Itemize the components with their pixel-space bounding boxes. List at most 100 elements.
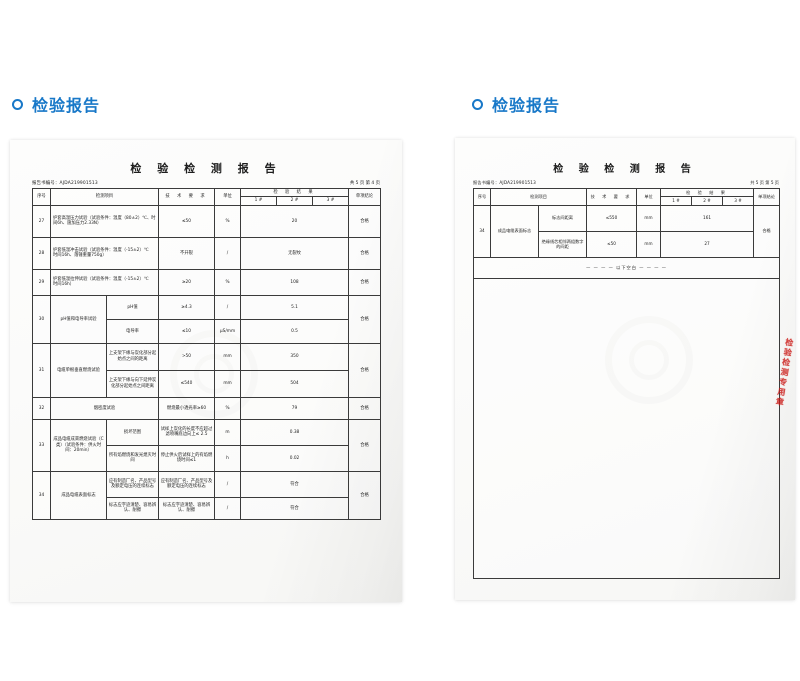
table-row: 34 成品电缆表面标志 应有制造厂名、产品型号及额定电压的连续标志 应有制造厂名… xyxy=(32,470,382,520)
cell-subitem: 上支架下缘与向下延伸炭化部分起始点之间距离 xyxy=(106,369,159,398)
section-title: 检验报告 xyxy=(32,96,101,115)
cell-conclusion: 合格 xyxy=(348,342,382,398)
col-result-1: 1 # xyxy=(240,196,277,206)
cell-seq: 30 xyxy=(32,294,51,344)
cell-requirement: ≥20 xyxy=(158,268,215,296)
cell-unit: / xyxy=(214,294,241,320)
cell-unit: mm xyxy=(636,204,662,232)
section-title: 检验报告 xyxy=(492,96,561,115)
cell-item: pH值和电导率试验 xyxy=(50,294,107,344)
col-requirement: 技 术 要 求 xyxy=(158,188,215,206)
cell-seq: 34 xyxy=(473,204,491,258)
cell-unit: μS/mm xyxy=(214,318,241,344)
table-row: 32 烟密度试验 燃烧最小透光率≥60 % 79 合格 xyxy=(32,396,382,420)
col-item: 检测项目 xyxy=(489,188,588,206)
cell-subitem: 所有焰燃烧和发光熄灭时间 xyxy=(106,444,159,472)
cell-result: 0.5 xyxy=(239,318,350,344)
inspection-results-table: 序号 检测项目 技 术 要 求 单位 检 验 结 果 单项结论 1 # 2 # … xyxy=(32,187,382,520)
cell-unit: % xyxy=(214,268,241,296)
table-row: 27 护套高温压力试验（试验条件：温度（80±2）℃、时间6h、施加压力2.33… xyxy=(32,204,382,238)
cell-result: 350 xyxy=(239,342,350,371)
page-indicator: 共 5 页 第 5 页 xyxy=(750,180,779,185)
table-row: 上支架下缘与向下延伸炭化部分起始点之间距离 ≤540 mm 504 xyxy=(33,369,381,398)
cell-subitem: 上支架下缘与炭化部分起始点之间的距离 xyxy=(106,342,159,371)
col-result-2: 2 # xyxy=(691,196,724,206)
cell-requirement: ≥4.3 xyxy=(158,294,215,320)
col-results: 检 验 结 果 xyxy=(239,187,350,198)
table-row: 绝缘线芯相邻两组数字的间距 ≤50 mm 27 xyxy=(474,230,780,258)
document-title: 检 验 检 测 报 告 xyxy=(553,164,697,175)
cell-seq: 29 xyxy=(32,268,51,296)
cell-result: 504 xyxy=(239,369,350,398)
cell-conclusion: 合格 xyxy=(348,268,382,296)
cell-seq: 32 xyxy=(32,396,51,420)
cell-requirement: ≤50 xyxy=(586,230,638,258)
report-sheet-page-5: 检 验 检 测 报 告 报告书编号：AJDA219901513 共 5 页 第 … xyxy=(455,138,795,600)
cell-result: 20 xyxy=(239,204,350,238)
col-conclusion: 单项结论 xyxy=(348,188,382,206)
section-header-1: 检验报告 xyxy=(12,92,100,116)
col-result-3: 3 # xyxy=(722,196,755,206)
cell-seq: 34 xyxy=(32,470,51,520)
cell-item: 烟密度试验 xyxy=(50,396,159,420)
cell-requirement: 停止供火后试样上的有焰燃烧时间≤1 xyxy=(158,444,215,472)
cell-unit: m xyxy=(214,418,241,446)
cell-item: 电缆单根垂直燃烧试验 xyxy=(50,342,107,398)
cell-result: 27 xyxy=(660,230,755,258)
cell-unit: % xyxy=(214,204,241,238)
cell-result: 108 xyxy=(239,268,350,296)
cell-seq: 33 xyxy=(32,418,51,472)
cell-seq: 28 xyxy=(32,236,51,270)
document-meta-row: 报告书编号：AJDA219901513 共 5 页 第 5 页 xyxy=(473,180,779,186)
cell-result: 符合 xyxy=(239,470,350,498)
cell-item: 护套高温压力试验（试验条件：温度（80±2）℃、时间6h、施加压力2.33N） xyxy=(50,204,159,238)
cell-requirement: ≤10 xyxy=(158,318,215,344)
cell-requirement: 燃烧最小透光率≥60 xyxy=(158,396,215,420)
cell-requirement: 应有制造厂名、产品型号及额定电压的连续标志 xyxy=(158,470,215,498)
circle-outline-icon xyxy=(472,98,483,110)
col-unit: 单位 xyxy=(214,188,241,206)
cell-unit: / xyxy=(214,496,241,520)
cell-requirement: ≤550 xyxy=(586,204,638,232)
cell-requirement: ≤50 xyxy=(158,204,215,238)
cell-subitem: 应有制造厂名、产品型号及额定电压的连续标志 xyxy=(106,470,159,498)
table-row: 所有焰燃烧和发光熄灭时间 停止供火后试样上的有焰燃烧时间≤1 h 0.02 xyxy=(33,444,381,472)
cell-result: 符合 xyxy=(239,496,350,520)
cell-item: 护套低温拉伸试验（试验条件：温度（-15±2）℃ 时间16h） xyxy=(50,268,159,296)
document-meta-row: 报告书编号：AJDA219901513 共 5 页 第 4 页 xyxy=(32,180,380,186)
cell-requirement: >50 xyxy=(158,342,215,371)
cell-result: 5.1 xyxy=(239,294,350,320)
table-row: 34 成品电缆表面标志 标志间距离 ≤550 mm 161 合格 xyxy=(473,204,781,258)
table-row-empty xyxy=(472,277,781,579)
cell-subitem: 电导率 xyxy=(106,318,159,344)
table-row: 30 pH值和电导率试验 pH值 ≥4.3 / 5.1 合格 xyxy=(32,294,382,344)
cell-subitem: pH值 xyxy=(106,294,159,320)
table-header-row-2: 1 # 2 # 3 # xyxy=(33,196,381,206)
cell-result: 无裂纹 xyxy=(239,236,350,270)
page-indicator: 共 5 页 第 4 页 xyxy=(349,181,380,186)
table-row: 28 护套低温冲击试验（试验条件：温度（-15±2）℃ 时间16h、落锤重量75… xyxy=(32,236,382,270)
cell-conclusion: 合格 xyxy=(348,294,382,344)
cell-requirement: 试样上炭化的长度不应超过滤喷嘴底边向上≤ 2.5 xyxy=(158,418,215,446)
table-row: 电导率 ≤10 μS/mm 0.5 xyxy=(33,318,381,344)
cell-conclusion: 合格 xyxy=(348,204,382,238)
cell-result: 79 xyxy=(239,396,350,420)
report-sheet-page-4: 检 验 检 测 报 告 报告书编号：AJDA219901513 共 5 页 第 … xyxy=(10,140,402,602)
cell-unit: / xyxy=(214,236,241,270)
cell-item: 成品电缆表面标志 xyxy=(50,470,107,520)
table-row: 33 成品电缆成束燃烧试验（C类）（试验条件：供火时间：20min） 损坏范围 … xyxy=(32,418,382,472)
col-unit: 单位 xyxy=(636,188,662,206)
table-row-blank-note: — — — — 以下空白 — — — — xyxy=(472,256,781,279)
col-item: 检测项目 xyxy=(50,188,159,206)
cell-unit: h xyxy=(214,444,241,472)
section-header-2: 检验报告 xyxy=(472,92,560,116)
report-number: 报告书编号：AJDA219901513 xyxy=(32,181,98,186)
table-row: 标志应字迹清楚、容易辨认、耐擦 标志应字迹清楚、容易辨认、耐擦 / 符合 xyxy=(33,496,381,520)
report-number: 报告书编号：AJDA219901513 xyxy=(473,180,537,185)
col-result-1: 1 # xyxy=(660,196,693,206)
col-result-2: 2 # xyxy=(276,196,313,206)
blank-note-text: — — — — 以下空白 — — — — xyxy=(472,256,781,279)
col-result-3: 3 # xyxy=(311,196,350,206)
cell-unit: mm xyxy=(636,230,662,258)
cell-unit: mm xyxy=(214,342,241,371)
